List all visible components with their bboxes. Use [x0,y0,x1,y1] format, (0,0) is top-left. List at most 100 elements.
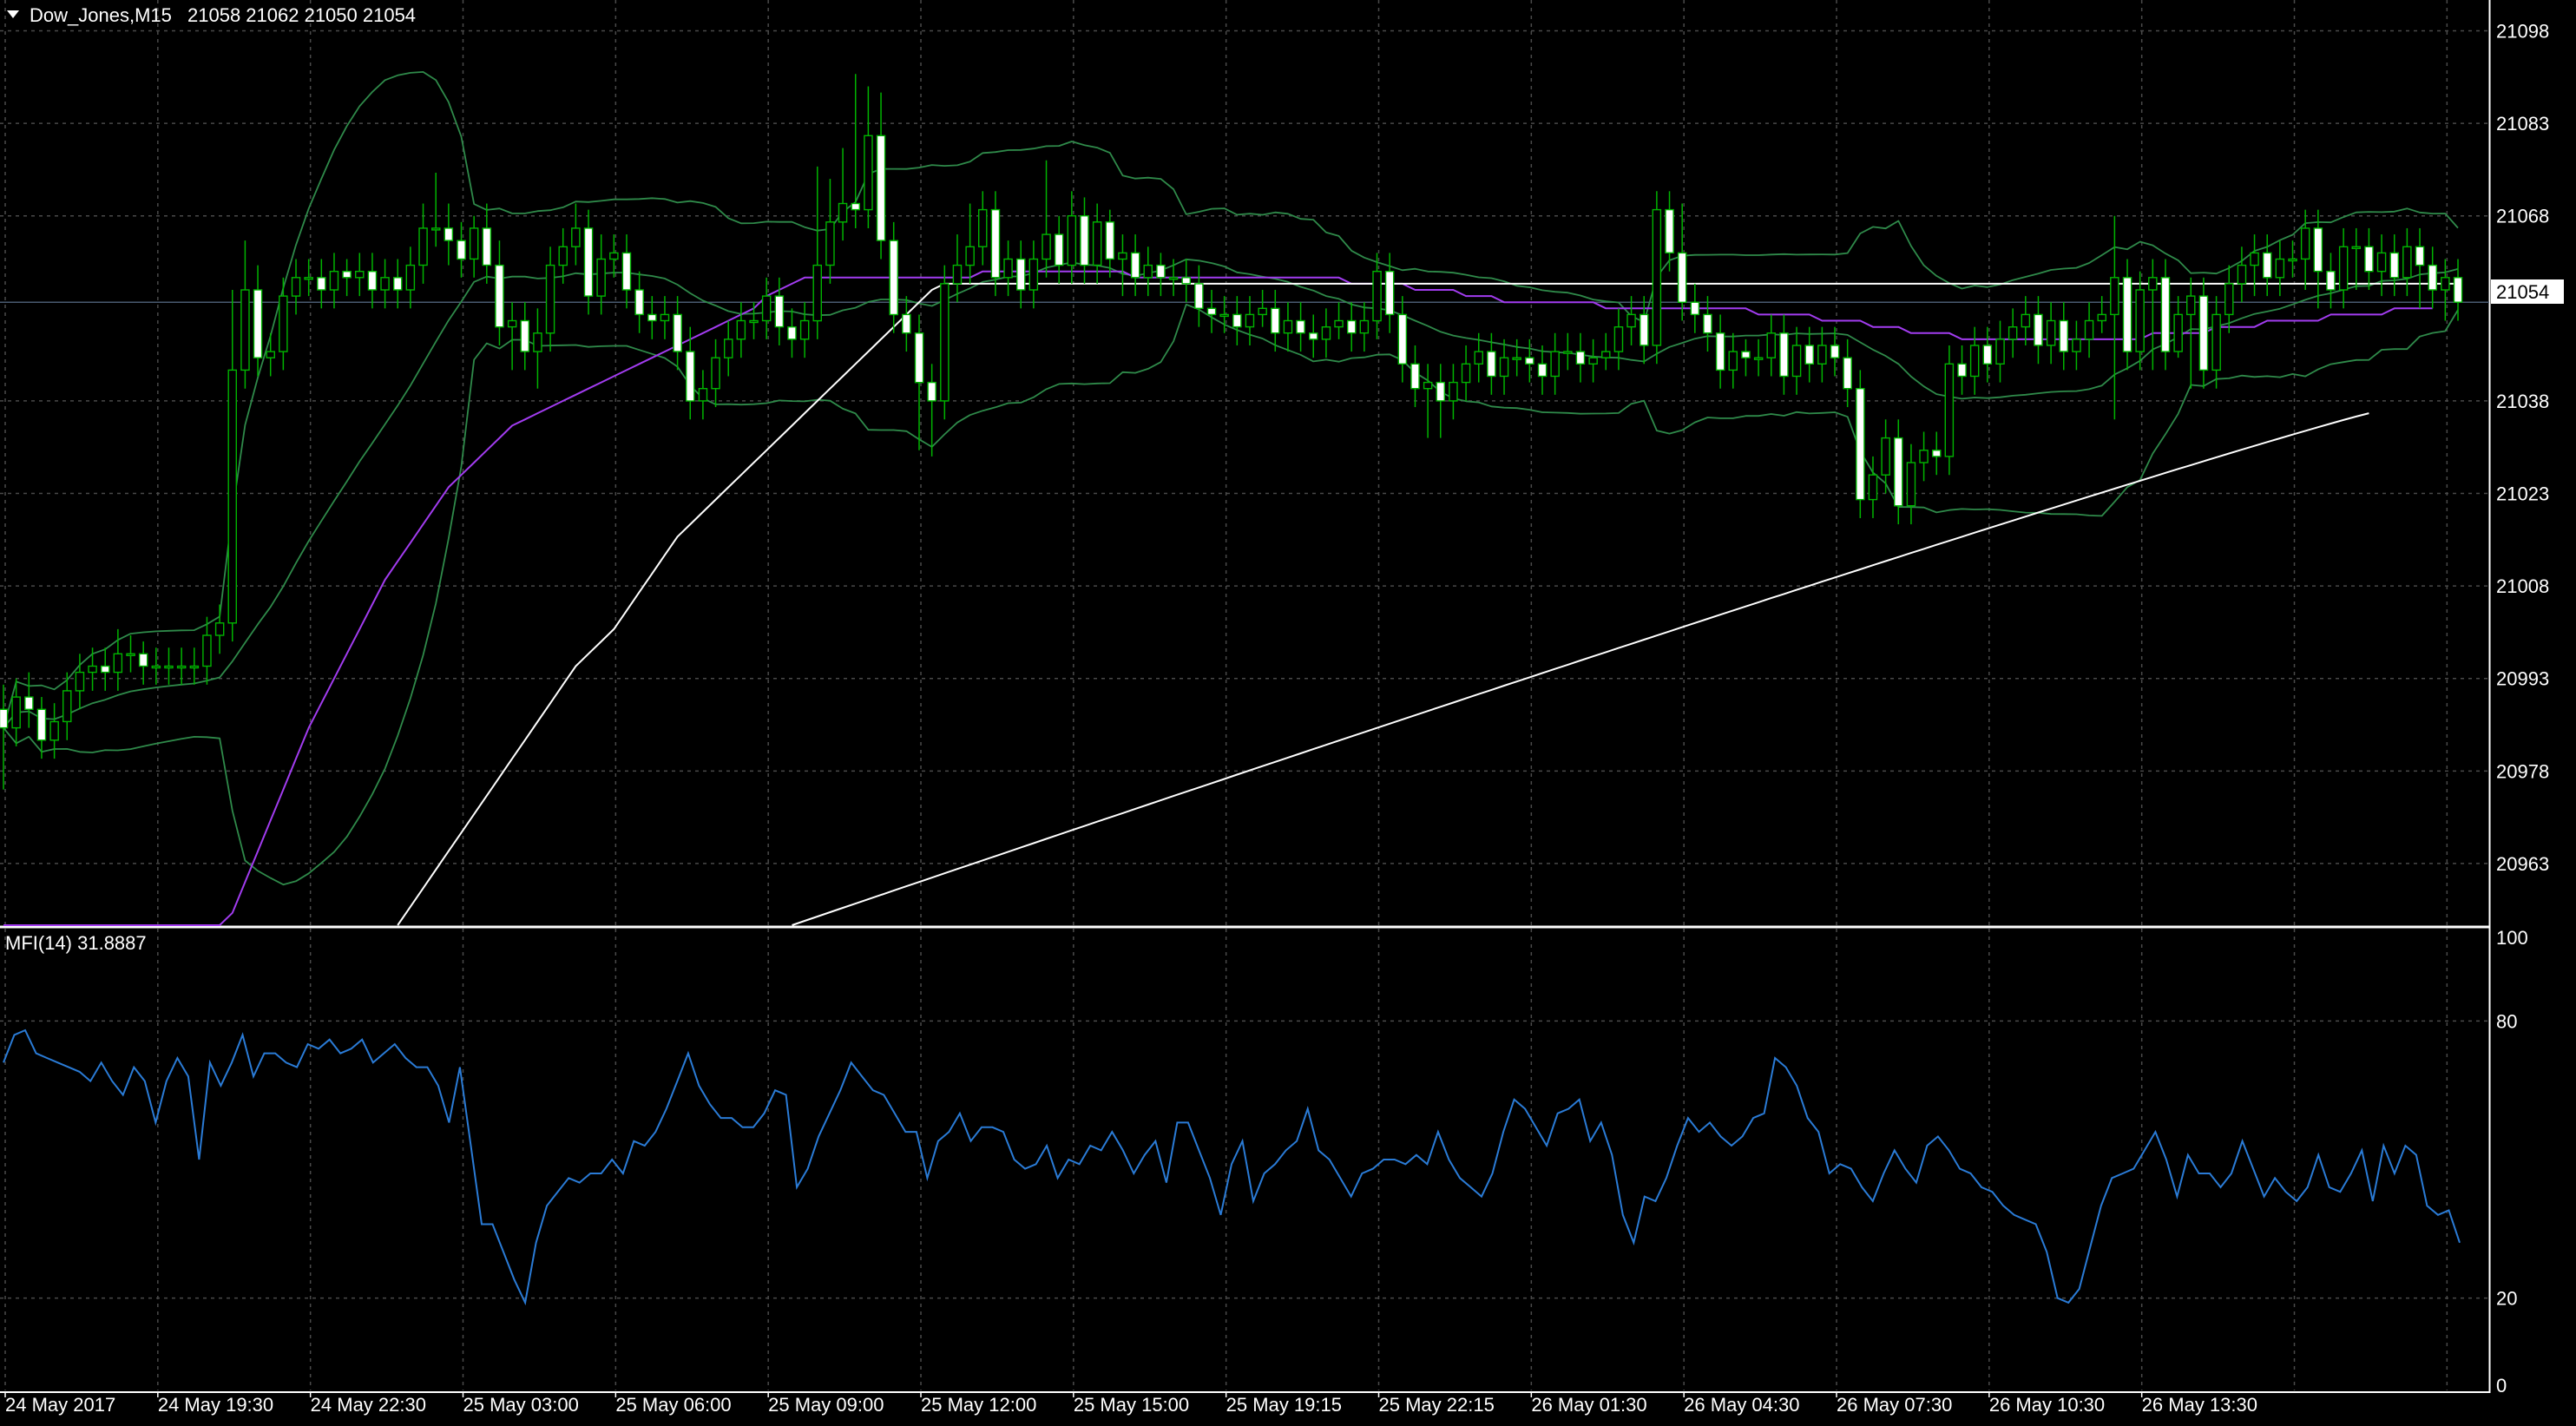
candle-body [49,720,59,741]
mfi-label: MFI(14) 31.8887 [5,932,147,954]
time-tick-label: 25 May 12:00 [921,1394,1036,1416]
candle-body [1652,208,1662,346]
candle [1537,345,1548,395]
candle-body [88,665,97,674]
candle-body [1232,313,1242,328]
candle [2224,265,2234,333]
candle [825,179,835,284]
candle [1969,326,1980,395]
candle-body [1575,351,1586,365]
candle-body [609,252,619,260]
candle [253,265,263,377]
candle-body [2046,319,2056,346]
candle [1881,419,1890,494]
candle-body [304,277,313,280]
candle-body [126,653,135,656]
candle [1830,326,1840,377]
candle-body [1779,332,1789,378]
candle [1384,253,1395,333]
candle [1919,431,1929,482]
candle [977,191,988,266]
candle [317,259,326,309]
candle [1321,308,1331,358]
candle [227,290,238,642]
candle-body [1168,277,1179,280]
price-tick-label: 20993 [2496,668,2549,690]
bollinger-bands [3,71,2459,886]
candle [698,370,708,420]
axes: 20963 20978 20993 21008 21023 21038 21068 21083… [4,21,2549,1416]
candle-body [1957,363,1967,378]
candle [2122,259,2132,371]
candle [240,240,250,389]
candle [1461,345,1471,401]
menu-triangle-icon[interactable] [7,10,19,18]
candle-body [876,135,886,241]
candle [1741,338,1751,377]
candle [1690,283,1700,333]
candle-body [2389,252,2399,279]
mfi-tick-label: 80 [2496,1010,2517,1032]
candle-body [761,295,772,322]
price-tick-label: 21068 [2496,206,2549,227]
candle [812,166,823,339]
candle [1245,296,1255,345]
candle [469,215,479,278]
candle [1474,332,1483,383]
candle-body [405,264,416,291]
candle-body [965,246,975,266]
candle [1118,234,1127,297]
candle-body [990,208,1001,279]
candle-body [2198,295,2209,371]
candle [1359,302,1370,352]
candle-body [927,381,936,402]
candle [2389,234,2399,297]
candle-body [11,696,21,729]
candle-body [838,202,848,223]
candle-body [952,264,963,285]
candle-body [1588,357,1598,365]
candle-body [2441,277,2450,291]
candle-body [1384,271,1395,316]
candle [393,259,403,309]
candle-body [2097,313,2106,322]
candle-body [266,351,276,358]
candle-body [940,283,950,402]
candle-body [1308,332,1318,340]
candle [1143,246,1153,297]
candle [724,320,733,377]
price-tick-label: 20978 [2496,760,2549,782]
candle [1639,296,1649,365]
candle [2313,209,2323,309]
candle [1410,345,1420,408]
candle-body [1626,313,1636,328]
candle [749,302,759,339]
candle-body [418,227,428,266]
candle-body [1449,381,1458,402]
candle [1423,364,1433,438]
candle [62,672,72,740]
candle-body [686,351,695,402]
candle-body [1728,351,1738,371]
candle [2237,246,2247,303]
candle-body [62,690,72,723]
candle-body [647,313,657,322]
candle-body [2376,252,2387,273]
candle [761,277,772,339]
candle [2453,259,2463,321]
time-tick-label: 25 May 06:00 [615,1394,731,1416]
candle [1080,197,1089,284]
candle-body [1995,338,2005,365]
candle [495,240,504,345]
candle [1613,308,1624,371]
candle [736,302,746,358]
candle [2097,296,2106,333]
candle-body [1080,214,1089,266]
candle [965,203,975,284]
candle [1550,332,1560,395]
candle [2084,302,2094,358]
candle-body [1321,326,1331,340]
candle [1995,320,2005,383]
